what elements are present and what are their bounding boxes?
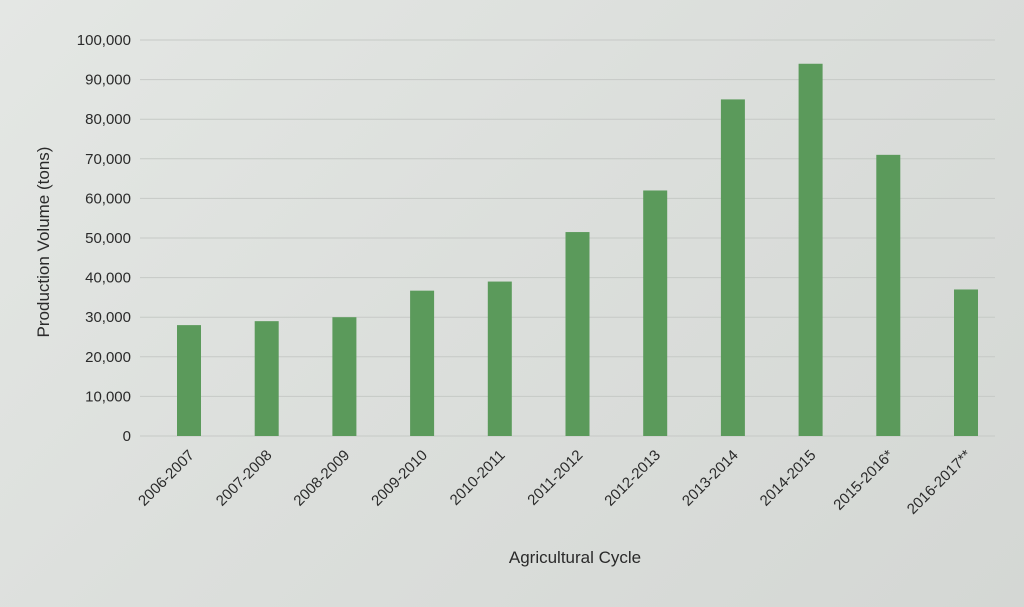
bar	[876, 155, 900, 436]
x-tick-label: 2007-2008	[213, 447, 276, 510]
bar	[177, 325, 201, 436]
x-tick-labels: 2006-2007 2007-2008 2008-2009 2009-2010 2010…	[135, 447, 975, 518]
y-tick-label: 70,000	[85, 151, 131, 168]
x-tick-label: 2016-2017**	[904, 447, 975, 518]
y-axis-title: Production Volume (tons)	[34, 147, 53, 338]
x-tick-label: 2008-2009	[290, 447, 353, 510]
bar	[954, 289, 978, 436]
x-tick-label: 2011-2012	[524, 447, 586, 509]
bar	[566, 232, 590, 436]
x-tick-label: 2013-2014	[679, 447, 742, 510]
bar	[255, 321, 279, 436]
x-tick-label: 2014-2015	[757, 447, 820, 510]
y-tick-label: 60,000	[85, 190, 131, 207]
y-tick-label: 90,000	[85, 72, 131, 89]
y-tick-label: 0	[123, 428, 131, 445]
x-tick-label: 2010-2011	[447, 447, 509, 509]
bar	[721, 99, 745, 436]
x-axis-title: Agricultural Cycle	[509, 548, 641, 567]
y-tick-label: 10,000	[85, 388, 131, 405]
bar	[488, 282, 512, 436]
bar	[332, 317, 356, 436]
x-tick-label: 2015-2016*	[830, 447, 897, 514]
y-tick-label: 50,000	[85, 230, 131, 247]
y-tick-label: 20,000	[85, 349, 131, 366]
y-tick-label: 100,000	[77, 32, 131, 49]
y-tick-label: 40,000	[85, 270, 131, 287]
y-tick-label: 80,000	[85, 111, 131, 128]
bar	[410, 291, 434, 436]
bar	[643, 190, 667, 436]
x-tick-label: 2012-2013	[601, 447, 664, 510]
y-tick-labels: 0 10,000 20,000 30,000 40,000 50,000 60,000 70,…	[77, 32, 131, 445]
bar	[799, 64, 823, 436]
x-tick-label: 2009-2010	[368, 447, 431, 510]
x-tick-label: 2006-2007	[135, 447, 198, 510]
y-tick-label: 30,000	[85, 309, 131, 326]
